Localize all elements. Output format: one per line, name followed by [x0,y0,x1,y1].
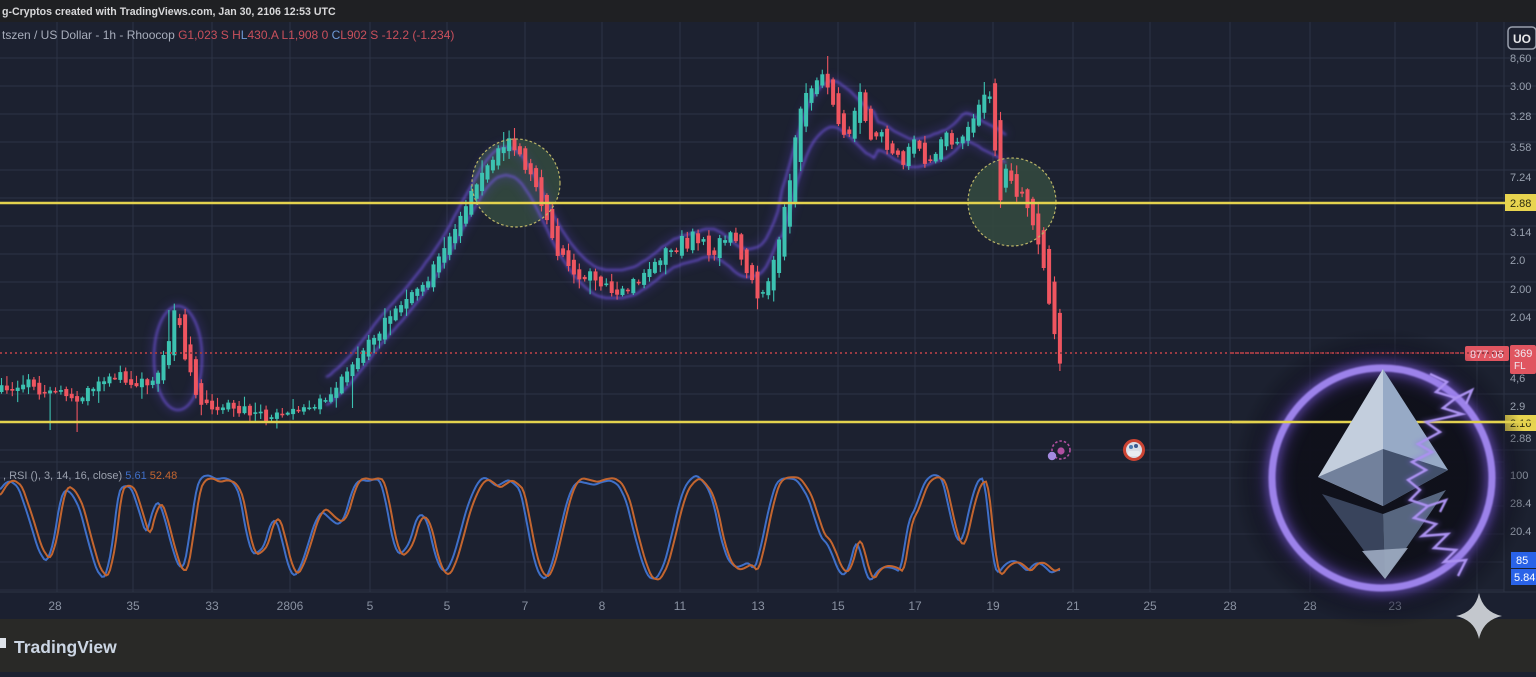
svg-text:25: 25 [1143,599,1157,613]
svg-text:2.04: 2.04 [1510,312,1531,324]
svg-text:21: 21 [1066,599,1080,613]
svg-text:28: 28 [48,599,62,613]
svg-text:3.00: 3.00 [1510,81,1531,93]
svg-text:19: 19 [986,599,1000,613]
svg-text:35: 35 [126,599,140,613]
svg-text:7: 7 [522,599,529,613]
svg-text:3.58: 3.58 [1510,142,1531,154]
svg-text:2.00: 2.00 [1510,284,1531,296]
svg-text:2.0: 2.0 [1510,255,1525,267]
svg-text:UO: UO [1513,32,1531,46]
svg-text:5: 5 [444,599,451,613]
svg-text:28: 28 [1223,599,1237,613]
svg-text:5: 5 [367,599,374,613]
svg-text:2806: 2806 [277,599,304,613]
svg-text:3.14: 3.14 [1510,227,1531,239]
svg-text:3.28: 3.28 [1510,111,1531,123]
svg-text:33: 33 [205,599,219,613]
svg-text:877.06: 877.06 [1470,349,1504,361]
svg-text:2.88: 2.88 [1510,198,1531,210]
svg-text:7.24: 7.24 [1510,172,1531,184]
svg-text:13: 13 [751,599,765,613]
svg-text:g-Cryptos created with Trading: g-Cryptos created with TradingViews.com,… [2,6,336,18]
svg-text:369: 369 [1514,348,1532,360]
svg-text:11: 11 [674,599,687,613]
svg-text:85: 85 [1516,555,1528,567]
svg-text:, RSI (), 3, 14, 16, close) 5.: , RSI (), 3, 14, 16, close) 5.61 52.48 [3,470,177,482]
svg-text:4,6: 4,6 [1510,373,1525,385]
svg-text:tszen / US Dollar - 1h - Rhooc: tszen / US Dollar - 1h - Rhoocop G1,023 … [2,28,454,42]
svg-text:5.84: 5.84 [1514,572,1535,584]
svg-text:15: 15 [831,599,845,613]
svg-text:8: 8 [599,599,606,613]
svg-text:8,60: 8,60 [1510,53,1531,65]
svg-text:17: 17 [908,599,922,613]
svg-text:TradingView: TradingView [14,637,117,657]
svg-text:FL: FL [1514,361,1526,372]
